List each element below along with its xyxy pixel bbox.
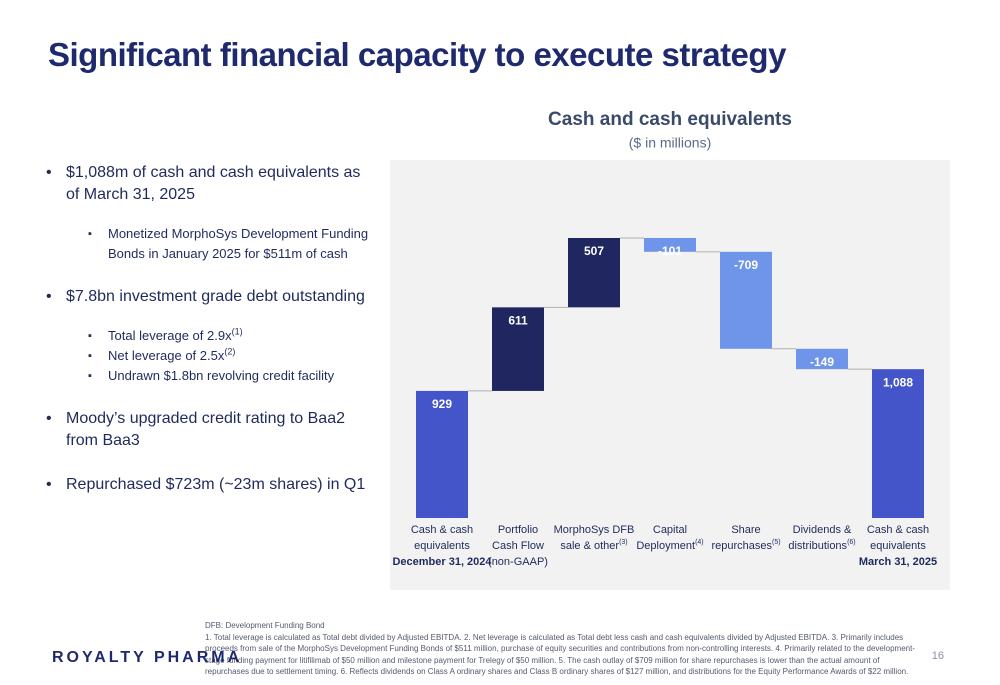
bullet-text: $7.8bn investment grade debt outstanding: [66, 288, 365, 305]
footnote-ref: (5): [772, 539, 781, 546]
x-tick-label-text: sale & other: [560, 540, 619, 552]
sub-bullet: Undrawn $1.8bn revolving credit facility: [88, 366, 376, 386]
x-tick-label: (non-GAAP): [488, 556, 548, 568]
footnote-ref: (3): [619, 539, 628, 546]
footnote-ref: (2): [224, 346, 236, 357]
bullet: $7.8bn investment grade debt outstanding…: [46, 286, 376, 386]
x-tick-label: equivalents: [870, 540, 926, 552]
x-tick-label: distributions(6): [788, 539, 855, 552]
data-label: 507: [584, 244, 604, 258]
x-tick-label-text: distributions: [788, 540, 847, 552]
sub-list: Monetized MorphoSys Development Funding …: [88, 224, 376, 264]
footnote-ref: (6): [847, 539, 856, 546]
slide-title: Significant financial capacity to execut…: [48, 36, 786, 73]
bullet-text: $1,088m of cash and cash equivalents as …: [66, 164, 361, 203]
bullet-text: Repurchased $723m (~23m shares) in Q1: [66, 476, 366, 493]
data-label: 1,088: [883, 375, 913, 389]
sub-list: Total leverage of 2.9x(1) Net leverage o…: [88, 326, 376, 386]
x-tick-label-bold: December 31, 2024: [392, 556, 492, 568]
sub-bullet: Net leverage of 2.5x(2): [88, 346, 376, 366]
sub-bullet: Monetized MorphoSys Development Funding …: [88, 224, 376, 264]
bar: [492, 307, 544, 391]
bar: [644, 238, 696, 252]
bullet-list: $1,088m of cash and cash equivalents as …: [46, 162, 376, 518]
bar: [872, 369, 924, 518]
footnote: 1. Total leverage is calculated as Total…: [205, 632, 915, 677]
sub-text: Undrawn $1.8bn revolving credit facility: [108, 368, 335, 383]
footnote-ref: (1): [231, 326, 243, 337]
page-number: 16: [931, 650, 944, 662]
x-tick-label: Dividends &: [793, 524, 852, 536]
x-tick-label: equivalents: [414, 540, 470, 552]
sub-text: Monetized MorphoSys Development Funding …: [108, 226, 369, 261]
x-tick-label: MorphoSys DFB: [554, 524, 635, 536]
x-tick-label-bold: March 31, 2025: [859, 556, 937, 568]
plot-background: [390, 160, 950, 590]
data-label: -709: [734, 258, 758, 272]
chart-subtitle: ($ in millions): [629, 135, 711, 151]
data-label: 611: [508, 314, 528, 328]
footnote-ref: (4): [695, 539, 704, 546]
x-tick-label: Cash & cash: [867, 524, 929, 536]
footnotes: DFB: Development Funding Bond 1. Total l…: [205, 620, 925, 678]
x-tick-label: sale & other(3): [560, 539, 627, 552]
x-tick-label: Cash Flow: [492, 540, 544, 552]
bullet: Repurchased $723m (~23m shares) in Q1: [46, 474, 376, 496]
x-tick-label-text: repurchases: [711, 540, 772, 552]
bar: [796, 348, 848, 370]
data-label: -149: [810, 355, 834, 369]
data-label: -101: [658, 244, 682, 258]
sub-text: Total leverage of 2.9x: [108, 328, 232, 343]
x-tick-label: Portfolio: [498, 524, 538, 536]
sub-text: Net leverage of 2.5x: [108, 348, 225, 363]
footnote: DFB: Development Funding Bond: [205, 621, 325, 630]
chart-container: Cash and cash equivalents ($ in millions…: [390, 100, 950, 600]
x-tick-label: Capital: [653, 524, 687, 536]
chart: Cash and cash equivalents ($ in millions…: [390, 109, 950, 590]
bullet-text: Moody’s upgraded credit rating to Baa2 f…: [66, 410, 345, 449]
x-tick-label: repurchases(5): [711, 539, 780, 552]
sub-bullet: Total leverage of 2.9x(1): [88, 326, 376, 346]
bar: [720, 251, 772, 349]
bar: [568, 238, 620, 308]
x-tick-label: Cash & cash: [411, 524, 473, 536]
x-tick-label: Deployment(4): [636, 539, 703, 552]
chart-title: Cash and cash equivalents: [548, 109, 792, 130]
logo: ROYALTY PHARMA: [52, 649, 243, 666]
x-tick-label-text: Deployment: [636, 540, 695, 552]
bar: [416, 390, 468, 518]
data-label: 929: [432, 397, 452, 411]
x-tick-label: Share: [731, 524, 760, 536]
bullet: $1,088m of cash and cash equivalents as …: [46, 162, 376, 264]
bullet: Moody’s upgraded credit rating to Baa2 f…: [46, 408, 376, 452]
